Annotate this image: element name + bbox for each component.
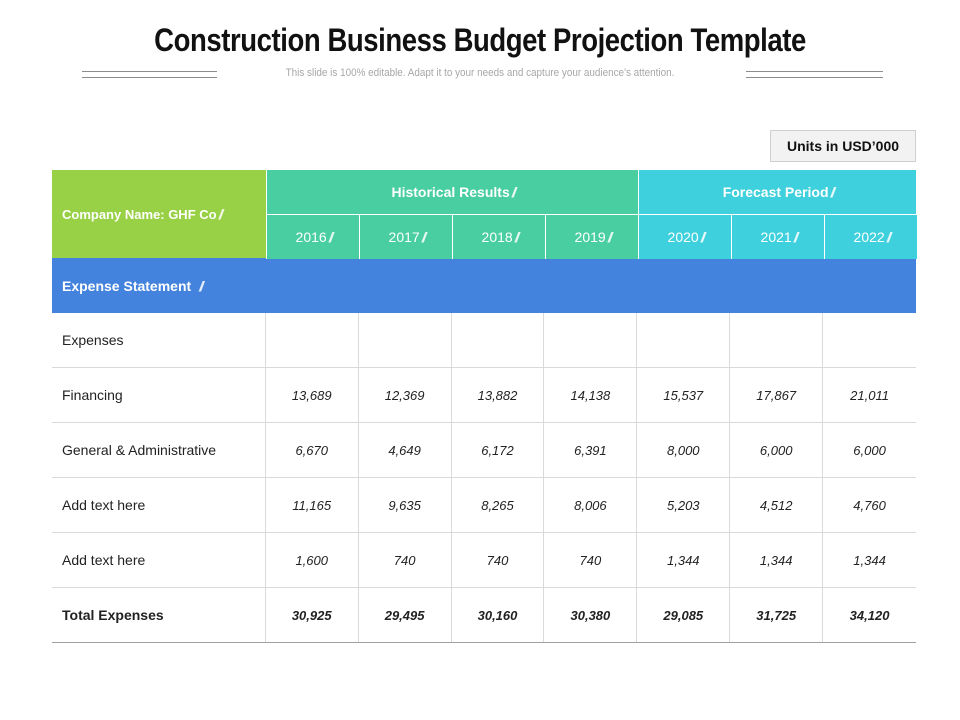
company-name-cell: Company Name: GHF Co // — [52, 170, 266, 258]
value-cell: 9,635 — [359, 478, 452, 532]
slash-decoration-icon: // — [199, 277, 203, 294]
value-cell — [730, 313, 824, 367]
subtitle: This slide is 100% editable. Adapt it to… — [285, 67, 675, 79]
units-badge: Units in USD’000 — [770, 130, 916, 162]
value-cell: 6,670 — [266, 423, 359, 477]
value-cell: 34,120 — [849, 607, 890, 623]
value-cell — [544, 313, 638, 367]
value-cell: 4,649 — [359, 423, 452, 477]
value-cell: 6,000 — [730, 423, 824, 477]
slash-decoration-icon: // — [830, 184, 835, 200]
value-cell: 8,000 — [637, 423, 731, 477]
slash-decoration-icon: // — [511, 184, 516, 200]
historical-results-label: Historical Results — [391, 184, 510, 200]
slash-decoration-icon: // — [886, 229, 891, 245]
value-cell: 4,512 — [730, 478, 824, 532]
row-label: Total Expenses — [52, 588, 266, 642]
value-cell: 740 — [359, 533, 452, 587]
year-header-2020: 2020// — [638, 215, 731, 259]
table-row: Add text here 1,600 740 740 740 1,344 1,… — [52, 533, 916, 588]
value-cell — [266, 313, 359, 367]
year-header-2018: 2018// — [452, 215, 545, 259]
value-cell: 1,344 — [637, 533, 731, 587]
slash-decoration-icon: // — [328, 229, 333, 245]
value-cell: 12,369 — [359, 368, 452, 422]
value-cell — [823, 313, 916, 367]
slash-decoration-icon: // — [421, 229, 426, 245]
subtitle-row: This slide is 100% editable. Adapt it to… — [0, 66, 960, 82]
value-cell: 4,760 — [853, 497, 886, 513]
page-title: Construction Business Budget Projection … — [154, 22, 806, 58]
value-cell: 13,689 — [266, 368, 359, 422]
year-header-2021: 2021// — [731, 215, 824, 259]
table-header: Company Name: GHF Co // Historical Resul… — [52, 170, 917, 259]
value-cell: 6,000 — [853, 442, 886, 458]
value-cell: 17,867 — [730, 368, 824, 422]
slash-decoration-icon: // — [514, 229, 519, 245]
row-label: Expenses — [52, 313, 266, 367]
value-cell: 11,165 — [266, 478, 359, 532]
value-cell: 30,925 — [266, 588, 359, 642]
value-cell: 6,391 — [544, 423, 638, 477]
slash-decoration-icon: // — [700, 229, 705, 245]
expense-statement-section: Expense Statement // — [52, 258, 916, 313]
value-cell — [359, 313, 452, 367]
value-cell: 13,882 — [452, 368, 545, 422]
year-header-row: 2016// 2017// 2018// 2019// 2020// 2021/… — [266, 214, 917, 259]
company-name-label: Company Name: GHF Co — [62, 206, 217, 222]
table-row: Expenses — [52, 313, 916, 368]
section-label: Expense Statement — [62, 277, 192, 294]
table-row: General & Administrative 6,670 4,649 6,1… — [52, 423, 916, 478]
value-cell: 1,344 — [853, 552, 886, 568]
year-header-2016: 2016// — [266, 215, 359, 259]
left-double-rule — [82, 71, 217, 78]
value-cell — [637, 313, 731, 367]
value-cell: 14,138 — [544, 368, 638, 422]
value-cell: 30,380 — [544, 588, 638, 642]
slash-decoration-icon: // — [607, 229, 612, 245]
budget-table: Company Name: GHF Co // Historical Resul… — [52, 170, 917, 643]
value-cell: 21,011 — [850, 387, 889, 403]
value-cell: 30,160 — [452, 588, 545, 642]
year-header-2017: 2017// — [359, 215, 452, 259]
value-cell: 29,085 — [637, 588, 731, 642]
value-cell: 740 — [544, 533, 638, 587]
value-cell: 15,537 — [637, 368, 731, 422]
year-header-2019: 2019// — [545, 215, 638, 259]
slash-decoration-icon: // — [218, 206, 223, 222]
forecast-period-label: Forecast Period — [722, 184, 829, 200]
table-row: Add text here 11,165 9,635 8,265 8,006 5… — [52, 478, 916, 533]
value-cell: 740 — [452, 533, 545, 587]
table-row: Financing 13,689 12,369 13,882 14,138 15… — [52, 368, 916, 423]
year-header-2022: 2022// — [824, 215, 917, 259]
value-cell: 31,725 — [730, 588, 824, 642]
value-cell: 1,600 — [266, 533, 359, 587]
row-label: Financing — [52, 368, 266, 422]
value-cell: 5,203 — [637, 478, 731, 532]
historical-results-header: Historical Results // — [266, 170, 638, 214]
value-cell: 8,006 — [544, 478, 638, 532]
row-label: General & Administrative — [52, 423, 266, 477]
total-row: Total Expenses 30,925 29,495 30,160 30,3… — [52, 588, 916, 643]
right-double-rule — [746, 71, 883, 78]
forecast-period-header: Forecast Period // — [638, 170, 916, 214]
row-label: Add text here — [52, 478, 266, 532]
row-label: Add text here — [52, 533, 266, 587]
value-cell: 8,265 — [452, 478, 545, 532]
value-cell — [452, 313, 545, 367]
slash-decoration-icon: // — [793, 229, 798, 245]
value-cell: 1,344 — [730, 533, 824, 587]
value-cell: 29,495 — [359, 588, 452, 642]
value-cell: 6,172 — [452, 423, 545, 477]
